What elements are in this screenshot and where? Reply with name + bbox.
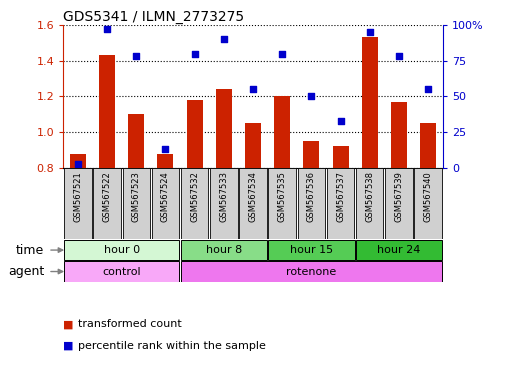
- Text: hour 8: hour 8: [205, 245, 241, 255]
- Text: GSM567536: GSM567536: [306, 172, 315, 222]
- Point: [74, 161, 82, 167]
- Point: [219, 36, 227, 42]
- Text: ■: ■: [63, 319, 74, 329]
- Point: [423, 86, 431, 92]
- Point: [132, 53, 140, 60]
- Bar: [244, 123, 261, 168]
- FancyBboxPatch shape: [326, 168, 354, 239]
- FancyBboxPatch shape: [181, 168, 208, 239]
- Text: percentile rank within the sample: percentile rank within the sample: [78, 341, 266, 351]
- Bar: [186, 100, 202, 168]
- Text: GSM567537: GSM567537: [335, 172, 344, 222]
- FancyBboxPatch shape: [414, 168, 441, 239]
- Text: control: control: [102, 266, 141, 276]
- FancyBboxPatch shape: [239, 168, 266, 239]
- Text: time: time: [16, 243, 44, 257]
- Bar: [274, 96, 290, 168]
- Bar: [390, 102, 406, 168]
- Text: GSM567532: GSM567532: [190, 172, 199, 222]
- FancyBboxPatch shape: [93, 168, 121, 239]
- Text: GSM567522: GSM567522: [103, 172, 111, 222]
- FancyBboxPatch shape: [64, 168, 91, 239]
- Text: GSM567533: GSM567533: [219, 172, 228, 222]
- FancyBboxPatch shape: [152, 168, 179, 239]
- Text: GDS5341 / ILMN_2773275: GDS5341 / ILMN_2773275: [63, 10, 244, 24]
- Bar: [332, 146, 348, 168]
- Point: [336, 118, 344, 124]
- Point: [248, 86, 257, 92]
- Bar: [303, 141, 319, 168]
- Point: [103, 26, 111, 32]
- Bar: [419, 123, 435, 168]
- Text: GSM567539: GSM567539: [394, 172, 402, 222]
- Bar: [99, 55, 115, 168]
- FancyBboxPatch shape: [180, 261, 441, 282]
- FancyBboxPatch shape: [268, 240, 354, 260]
- Bar: [215, 89, 231, 168]
- Text: GSM567534: GSM567534: [248, 172, 257, 222]
- Text: hour 24: hour 24: [377, 245, 420, 255]
- Bar: [70, 154, 86, 168]
- Text: hour 0: hour 0: [104, 245, 139, 255]
- Text: GSM567538: GSM567538: [365, 172, 374, 222]
- Point: [394, 53, 402, 60]
- Point: [365, 29, 373, 35]
- FancyBboxPatch shape: [122, 168, 149, 239]
- FancyBboxPatch shape: [210, 168, 237, 239]
- FancyBboxPatch shape: [64, 261, 179, 282]
- FancyBboxPatch shape: [268, 168, 295, 239]
- Point: [190, 50, 198, 56]
- Point: [161, 146, 169, 152]
- Text: GSM567535: GSM567535: [277, 172, 286, 222]
- Bar: [361, 38, 377, 168]
- FancyBboxPatch shape: [355, 240, 441, 260]
- FancyBboxPatch shape: [64, 240, 179, 260]
- Point: [307, 93, 315, 99]
- FancyBboxPatch shape: [384, 168, 412, 239]
- Text: transformed count: transformed count: [78, 319, 182, 329]
- Text: agent: agent: [8, 265, 44, 278]
- Text: GSM567524: GSM567524: [161, 172, 170, 222]
- Point: [278, 50, 286, 56]
- FancyBboxPatch shape: [297, 168, 325, 239]
- FancyBboxPatch shape: [180, 240, 267, 260]
- Text: GSM567521: GSM567521: [73, 172, 82, 222]
- Bar: [128, 114, 144, 168]
- Text: GSM567540: GSM567540: [423, 172, 432, 222]
- Text: rotenone: rotenone: [286, 266, 336, 276]
- Text: ■: ■: [63, 341, 74, 351]
- Text: hour 15: hour 15: [289, 245, 332, 255]
- Bar: [157, 154, 173, 168]
- Text: GSM567523: GSM567523: [131, 172, 140, 222]
- FancyBboxPatch shape: [356, 168, 383, 239]
